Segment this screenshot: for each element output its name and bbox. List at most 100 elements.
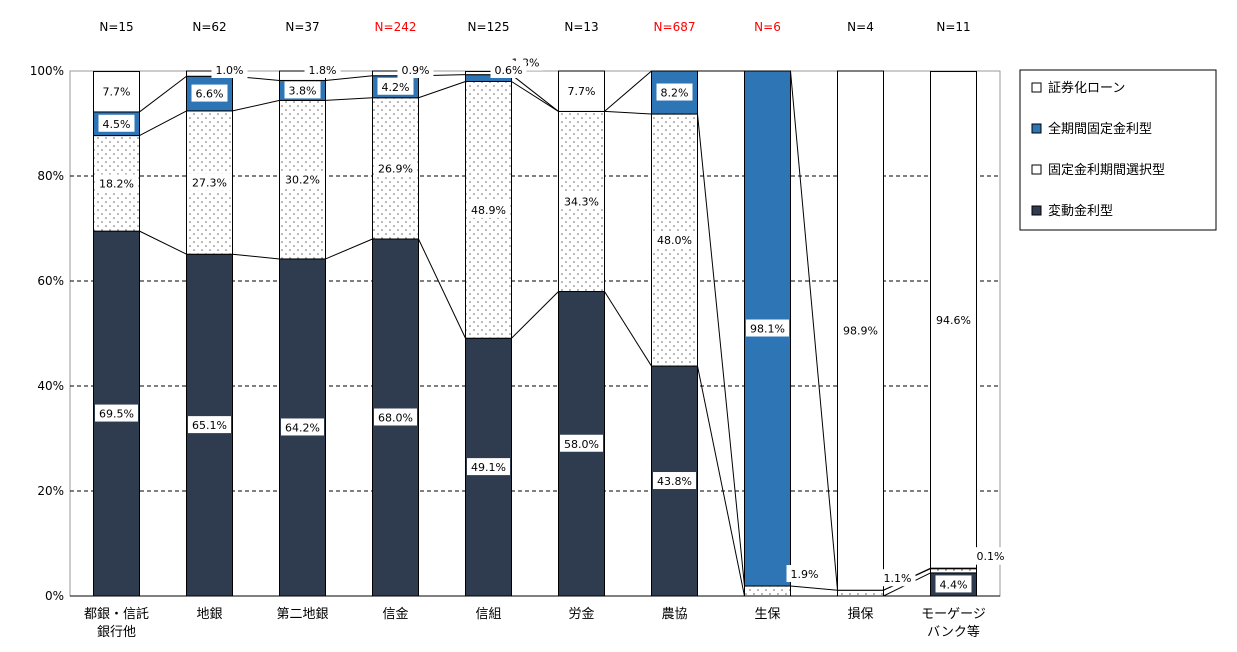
data-label: 18.2%	[95, 174, 138, 192]
y-tick-label: 80%	[37, 169, 64, 183]
legend-label: 固定金利期間選択型	[1048, 162, 1165, 178]
legend-label: 変動金利型	[1048, 203, 1113, 219]
data-label-text: 0.6%	[495, 64, 523, 77]
data-label-text: 1.0%	[216, 64, 244, 77]
data-label: 0.1%	[972, 547, 1009, 565]
data-label-bg	[935, 575, 972, 593]
series-connector-line	[511, 74, 559, 112]
category-label: 都銀・信託銀行他	[84, 606, 149, 640]
data-label-text: 43.8%	[657, 475, 692, 488]
data-label-text: 98.9%	[843, 325, 878, 338]
data-label-bg	[746, 319, 789, 337]
data-label: 65.1%	[188, 416, 231, 434]
data-label-layer: 69.5% 18.2% 4.5% 7.7% 65.1% 27.3% 6.6% 1.0% 64.2…	[95, 53, 1009, 593]
series-connector-line	[139, 75, 187, 113]
category-label: 第二地銀	[276, 607, 328, 622]
data-label: 68.0%	[374, 408, 417, 426]
data-label-text: 6.6%	[196, 88, 224, 101]
data-label: 98.1%	[746, 319, 789, 337]
data-label-text: 3.8%	[289, 84, 317, 97]
legend-swatch-variable	[1031, 205, 1042, 216]
data-label: 0.9%	[397, 61, 434, 78]
category-label: 地銀	[196, 607, 222, 622]
data-label-bg	[191, 84, 228, 102]
data-label-text: 7.7%	[103, 86, 131, 99]
series-connector-line	[604, 291, 652, 367]
data-label-bg	[397, 61, 434, 78]
data-label-bg	[839, 321, 882, 339]
data-label: 4.4%	[935, 575, 972, 593]
n-label: N=4	[847, 20, 874, 34]
data-label: 48.9%	[467, 200, 510, 218]
data-label: 1.0%	[211, 61, 248, 78]
data-label-text: 34.3%	[564, 195, 599, 208]
legend-label: 全期間固定金利型	[1048, 121, 1152, 137]
data-label-text: 4.4%	[940, 578, 968, 591]
connector-layer	[139, 70, 931, 597]
data-label-text: 94.6%	[936, 314, 971, 327]
series-connector-line	[232, 99, 280, 112]
data-label-text: 4.5%	[103, 118, 131, 131]
data-label: 58.0%	[560, 434, 603, 452]
y-tick-label: 0%	[45, 589, 64, 603]
data-label-text: 8.2%	[661, 87, 689, 100]
axis-layer: 0% 20% 40% 60% 80% 100% 都銀・信託銀行他 N=15 地銀 N=62 第二地銀…	[30, 20, 1000, 640]
data-label: 7.7%	[563, 82, 600, 100]
data-label-text: 30.2%	[285, 174, 320, 187]
n-label: N=125	[468, 20, 510, 34]
data-label-text: 27.3%	[192, 177, 227, 190]
data-label-bg	[98, 114, 135, 132]
n-label: N=37	[285, 20, 319, 34]
data-label-bg	[188, 173, 231, 191]
category-label: 信組	[475, 607, 501, 622]
data-label: 69.5%	[95, 404, 138, 422]
series-connector-line	[325, 97, 373, 101]
series-connector-line	[790, 70, 838, 591]
n-label: N=6	[754, 20, 781, 34]
data-label-bg	[374, 408, 417, 426]
data-label: 0.6%	[490, 61, 527, 78]
data-label-bg	[284, 81, 321, 99]
bar-segment-period-select	[744, 585, 791, 597]
data-label-bg	[281, 418, 324, 436]
series-connector-line	[418, 81, 466, 99]
series-connector-line	[511, 291, 559, 339]
data-label-bg	[467, 458, 510, 476]
data-label-bg	[560, 192, 603, 210]
n-label: N=687	[654, 20, 696, 34]
n-label: N=242	[375, 20, 417, 34]
data-label: 34.3%	[560, 192, 603, 210]
data-label: 49.1%	[467, 458, 510, 476]
series-connector-line	[511, 81, 559, 112]
y-tick-label: 60%	[37, 274, 64, 288]
data-label: 64.2%	[281, 418, 324, 436]
data-label: 27.3%	[188, 173, 231, 191]
data-label-text: 26.9%	[378, 162, 413, 175]
series-connector-line	[790, 585, 838, 591]
data-label-bg	[95, 404, 138, 422]
series-connector-line	[232, 253, 280, 260]
legend-box	[1019, 69, 1217, 231]
data-label-text: 0.1%	[977, 550, 1005, 563]
series-connector-line	[325, 75, 373, 81]
y-tick-label: 100%	[30, 64, 64, 78]
data-label-bg	[95, 174, 138, 192]
data-label-text: 48.9%	[471, 204, 506, 217]
series-connector-line	[604, 70, 652, 112]
category-label: 生保	[754, 607, 780, 622]
legend-swatch-full-fixed	[1031, 123, 1042, 134]
data-label-bg	[490, 61, 527, 78]
series-connector-line	[418, 238, 466, 339]
data-label-text: 49.1%	[471, 461, 506, 474]
bar-segment-period-select	[930, 568, 977, 574]
data-label-bg	[653, 231, 696, 249]
data-label-bg	[281, 170, 324, 188]
data-label-text: 1.8%	[309, 64, 337, 77]
data-label-bg	[374, 159, 417, 177]
data-label: 98.9%	[839, 321, 882, 339]
category-label: 労金	[568, 606, 594, 622]
data-label-bg	[563, 82, 600, 100]
data-label-bg	[879, 569, 916, 587]
data-label-text: 68.0%	[378, 412, 413, 425]
